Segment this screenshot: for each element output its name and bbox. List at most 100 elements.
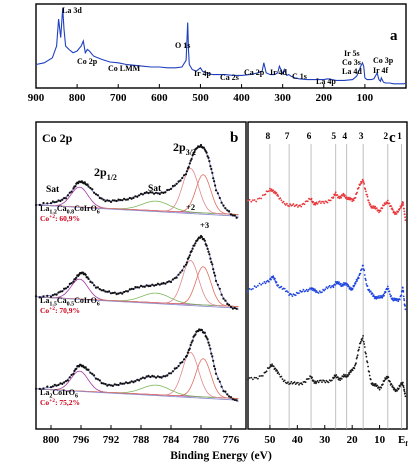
data-point bbox=[162, 375, 165, 378]
vb-data-point bbox=[277, 371, 280, 374]
data-point bbox=[66, 285, 69, 288]
vb-data-point bbox=[335, 374, 338, 376]
vb-data-point bbox=[327, 381, 330, 384]
vb-data-point bbox=[258, 375, 261, 377]
data-point bbox=[220, 201, 223, 204]
co-fraction-sup: +2 bbox=[49, 306, 55, 312]
data-point bbox=[132, 287, 135, 291]
vb-data-point bbox=[367, 199, 370, 202]
panel-b-x-axis: 800 796 792 788 784 780 776 bbox=[43, 425, 240, 446]
data-point bbox=[68, 282, 71, 285]
data-point bbox=[61, 290, 64, 293]
data-point bbox=[73, 369, 76, 373]
vb-data-point bbox=[326, 201, 329, 204]
data-point bbox=[153, 192, 156, 195]
vb-data-point bbox=[346, 283, 349, 285]
vb-data-point bbox=[358, 274, 361, 277]
data-point bbox=[53, 293, 56, 296]
data-point bbox=[203, 331, 206, 334]
data-point bbox=[94, 193, 98, 196]
vb-data-point bbox=[269, 187, 271, 190]
vb-data-point bbox=[267, 280, 270, 283]
data-point bbox=[104, 200, 107, 203]
panel-a-frame bbox=[35, 3, 407, 89]
data-point bbox=[190, 157, 193, 161]
data-point bbox=[115, 199, 118, 203]
vb-data-point bbox=[324, 381, 327, 384]
vb-data-point bbox=[253, 285, 256, 288]
vb-data-point bbox=[368, 201, 371, 204]
vb-data-point bbox=[255, 200, 258, 203]
data-point bbox=[218, 287, 221, 290]
data-point bbox=[111, 291, 114, 295]
data-point bbox=[91, 372, 94, 375]
data-point bbox=[213, 365, 216, 368]
survey-line bbox=[35, 8, 407, 85]
panel-b-tick-label: 788 bbox=[133, 434, 150, 446]
vb-data-point bbox=[351, 287, 354, 290]
data-point bbox=[211, 355, 214, 358]
data-point bbox=[126, 198, 129, 201]
data-point bbox=[153, 284, 156, 287]
data-point bbox=[183, 174, 186, 177]
co-fraction-value: : 75,2% bbox=[55, 398, 80, 407]
co-fraction-sup: +2 bbox=[49, 398, 55, 404]
vb-data-point bbox=[257, 198, 259, 200]
vb-data-point bbox=[369, 203, 372, 206]
vb-data-point bbox=[289, 203, 292, 206]
data-point bbox=[106, 384, 109, 387]
vb-data-point bbox=[391, 385, 394, 387]
data-point bbox=[108, 383, 111, 386]
vb-data-point bbox=[339, 379, 341, 382]
vb-data-point bbox=[359, 342, 362, 345]
data-point bbox=[222, 204, 225, 207]
vb-data-point bbox=[298, 383, 300, 386]
data-point bbox=[124, 198, 128, 201]
data-point bbox=[61, 382, 64, 385]
vb-data-point bbox=[352, 199, 355, 202]
vb-data-point bbox=[315, 201, 318, 204]
vb-data-point bbox=[316, 202, 319, 205]
vb-data-point bbox=[351, 200, 354, 203]
vb-data-point bbox=[318, 290, 321, 292]
label-plus2: +2 bbox=[186, 202, 195, 212]
data-point bbox=[218, 196, 221, 200]
data-point bbox=[70, 190, 73, 193]
data-point bbox=[160, 282, 163, 285]
vb-data-point bbox=[289, 382, 292, 385]
data-point bbox=[119, 382, 122, 385]
vb-data-point bbox=[340, 196, 343, 199]
data-point bbox=[164, 191, 167, 194]
vb-data-point bbox=[287, 381, 289, 383]
data-point bbox=[113, 291, 116, 294]
data-point bbox=[53, 383, 56, 386]
reference-label: 1 bbox=[397, 132, 402, 142]
data-point bbox=[100, 197, 103, 200]
vb-data-point bbox=[404, 395, 407, 398]
vb-data-point bbox=[398, 209, 401, 211]
annot-c1s: C 1s bbox=[292, 72, 307, 81]
vb-data-point bbox=[320, 379, 322, 382]
vb-data-point bbox=[334, 191, 337, 194]
data-point bbox=[121, 199, 124, 202]
vb-data-point bbox=[403, 298, 405, 300]
sample-name-part: CoIrO bbox=[74, 296, 97, 305]
data-point bbox=[216, 377, 219, 380]
data-point bbox=[160, 376, 163, 379]
vb-data-point bbox=[306, 200, 309, 203]
data-point bbox=[166, 374, 169, 377]
vb-data-point bbox=[361, 337, 364, 339]
data-point bbox=[181, 361, 184, 364]
data-point bbox=[96, 194, 99, 197]
data-point bbox=[93, 374, 96, 377]
data-point bbox=[46, 202, 49, 205]
data-point bbox=[98, 288, 101, 291]
data-point bbox=[109, 200, 113, 203]
vb-data-point bbox=[283, 202, 286, 205]
data-point bbox=[53, 201, 56, 204]
data-point bbox=[130, 197, 133, 200]
data-point bbox=[214, 372, 218, 375]
data-point bbox=[143, 377, 146, 380]
vb-data-point bbox=[383, 379, 386, 382]
vb-data-point bbox=[344, 374, 347, 376]
